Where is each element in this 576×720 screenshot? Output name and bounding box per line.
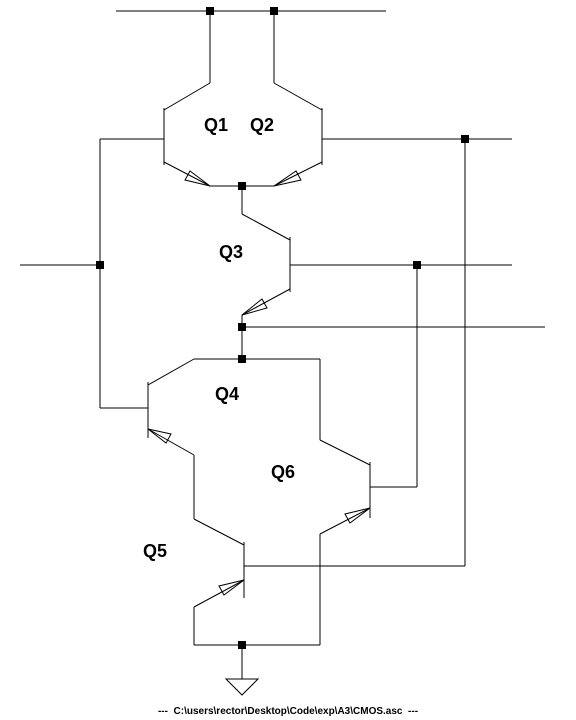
transistor-q2[interactable] [273,11,512,187]
junction-node [238,323,246,331]
file-path-footer: --- C:\users\rector\Desktop\Code\exp\A3\… [0,706,576,717]
label-q3: Q3 [219,242,243,262]
transistor-q6[interactable] [319,359,417,645]
junction-node [461,135,469,143]
label-q6: Q6 [271,462,295,482]
junction-node [413,261,421,269]
footer-dashes-left: --- [157,706,174,717]
label-q2: Q2 [250,115,274,135]
junction-node [238,355,246,363]
label-q4: Q4 [215,384,239,404]
label-q1: Q1 [204,115,228,135]
junction-node [96,261,104,269]
junction-node [206,7,214,15]
footer-dashes-right: --- [402,706,419,717]
transistor-q1[interactable] [100,11,211,187]
ground-icon [224,678,260,696]
junction-node [270,7,278,15]
junction-node [238,182,246,190]
transistor-q3[interactable] [241,213,512,316]
label-q5: Q5 [143,541,167,561]
file-path-text: C:\users\rector\Desktop\Code\exp\A3\CMOS… [173,706,403,717]
junction-node [238,641,246,649]
transistor-q5[interactable] [193,518,465,645]
transistor-q4[interactable] [147,358,320,519]
